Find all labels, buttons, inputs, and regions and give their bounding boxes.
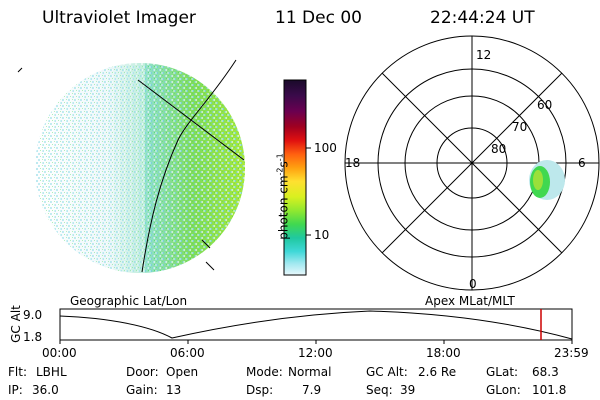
colorbar	[283, 79, 311, 276]
door-label: Door:	[126, 365, 159, 379]
colorbar-tick-100: 100	[314, 141, 337, 155]
dsp-label: Dsp:	[246, 383, 274, 397]
time-tick-1200: 12:00	[298, 346, 333, 360]
time-tick-2359: 23:59	[554, 346, 589, 360]
polar-plot-mlat-mlt	[344, 35, 600, 291]
altitude-ymin: 1.8	[23, 330, 43, 344]
seq-label: Seq:	[366, 383, 393, 397]
time-tick-1800: 18:00	[426, 346, 461, 360]
gcalt-value: 2.6 Re	[418, 365, 457, 379]
dsp-value: 7.9	[302, 383, 322, 397]
right-projection-label: Apex MLat/MLT	[425, 294, 515, 308]
date-label: 11 Dec 00	[275, 8, 362, 28]
uv-image-geographic	[17, 59, 245, 273]
glat-label: GLat:	[486, 365, 519, 379]
instrument-title: Ultraviolet Imager	[42, 8, 196, 28]
seq-value: 39	[400, 383, 416, 397]
mlt-label-12: 12	[476, 48, 492, 62]
glon-value: 101.8	[532, 383, 567, 397]
polar-auroral-emission	[529, 160, 565, 200]
colorbar-tick-10: 10	[314, 228, 330, 242]
mlat-label-70: 70	[512, 120, 528, 134]
flt-label: Flt:	[8, 365, 27, 379]
gain-value: 13	[166, 383, 182, 397]
flt-value: LBHL	[36, 365, 67, 379]
altitude-plot	[59, 308, 573, 344]
altitude-ymax: 9.0	[23, 308, 43, 322]
colorbar-unit-label: photon cm-2s-1	[275, 153, 291, 240]
time-tick-0600: 06:00	[170, 346, 205, 360]
mlat-label-80: 80	[491, 142, 507, 156]
glon-label: GLon:	[486, 383, 521, 397]
mlt-label-18: 18	[345, 156, 361, 170]
ip-value: 36.0	[32, 383, 59, 397]
glat-value: 68.3	[532, 365, 559, 379]
mlt-label-0: 0	[469, 277, 477, 291]
mode-value: Normal	[288, 365, 332, 379]
mlt-label-6: 6	[578, 156, 586, 170]
ip-label: IP:	[8, 383, 23, 397]
gain-label: Gain:	[126, 383, 158, 397]
left-projection-label: Geographic Lat/Lon	[70, 294, 188, 308]
door-value: Open	[166, 365, 199, 379]
mode-label: Mode:	[246, 365, 283, 379]
mlat-label-60: 60	[537, 98, 553, 112]
altitude-ylabel: GC Alt	[9, 305, 23, 343]
time-label: 22:44:24 UT	[430, 8, 535, 28]
time-tick-0000: 00:00	[42, 346, 77, 360]
gcalt-label: GC Alt:	[366, 365, 408, 379]
